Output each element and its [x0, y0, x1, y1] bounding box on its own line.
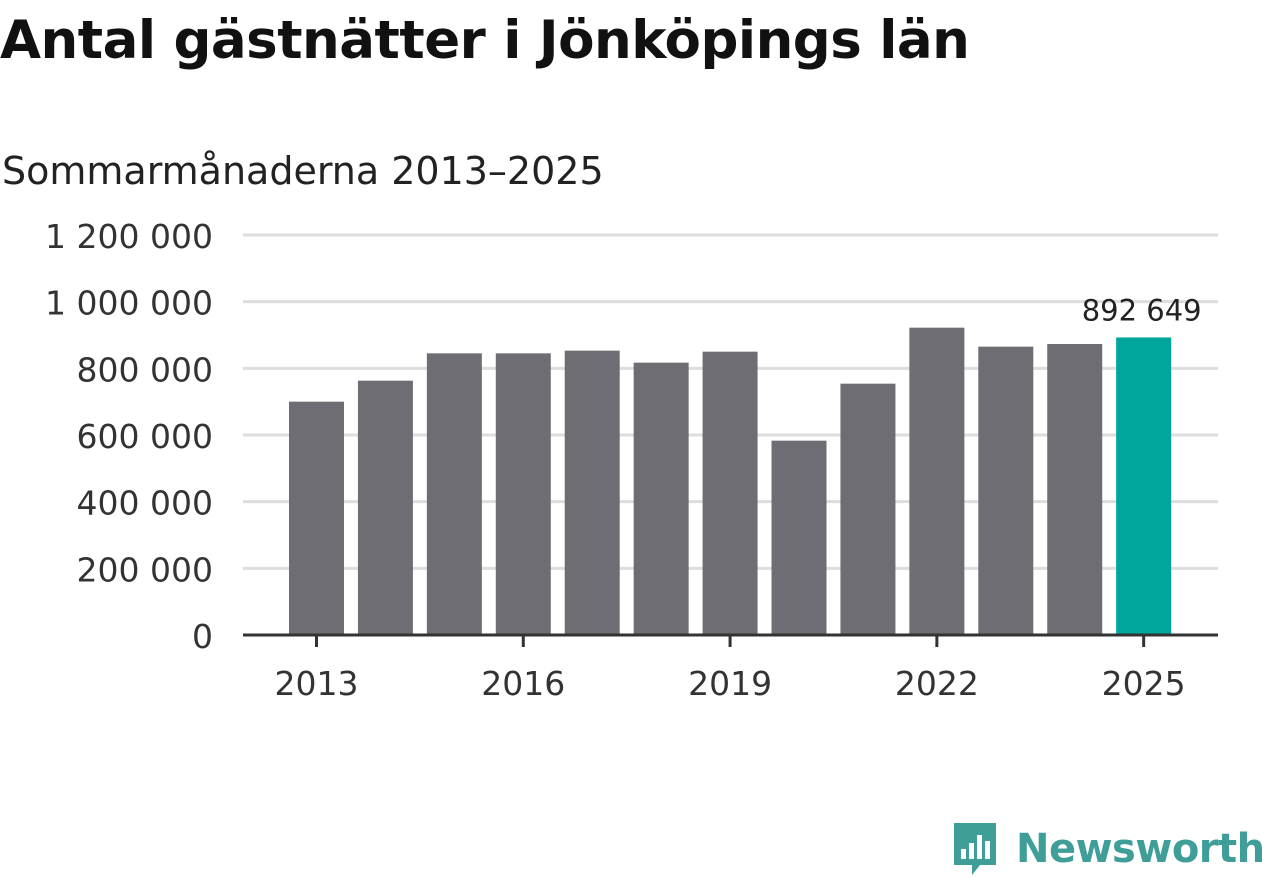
bar-2023: [978, 346, 1034, 635]
y-tick-label: 600 000: [77, 417, 213, 456]
data-label: 892 649: [1082, 293, 1202, 327]
x-tick-label: 2013: [275, 664, 359, 703]
y-tick-label: 800 000: [77, 350, 213, 389]
bar-2013: [289, 401, 344, 635]
labels: 0 200 000 400 000 600 000 800 000 1 000 000 1 …: [45, 217, 1202, 703]
bar-2019: [702, 351, 758, 635]
x-tick-label: 2019: [688, 664, 772, 703]
chart-subtitle: Sommarmånaderna 2013–2025: [2, 149, 604, 193]
x-axis: [243, 633, 1218, 647]
chart-title: Antal gästnätter i Jönköpings län: [0, 10, 970, 71]
y-tick-label: 1 000 000: [45, 284, 213, 323]
y-tick-label: 400 000: [77, 484, 213, 523]
bar-2021: [840, 383, 896, 635]
bar-2018: [633, 362, 689, 635]
bar-2024: [1047, 344, 1103, 635]
bar-2014: [357, 380, 413, 635]
bars: [289, 327, 1172, 635]
y-tick-label: 1 200 000: [45, 217, 213, 256]
bar-2015: [426, 353, 482, 635]
bar-2017: [564, 350, 620, 635]
x-tick-label: 2016: [481, 664, 565, 703]
bar-2022: [909, 327, 965, 635]
bar-2016: [495, 353, 551, 635]
x-tick-label: 2025: [1102, 664, 1186, 703]
newsworthy-brand: Newsworthy: [950, 818, 1262, 880]
y-tick-label: 0: [192, 617, 213, 656]
bar-2025: [1116, 337, 1172, 635]
y-tick-label: 200 000: [77, 550, 213, 589]
bar-2020: [771, 440, 827, 635]
brand-name: Newsworthy: [1016, 826, 1262, 872]
x-tick-label: 2022: [895, 664, 979, 703]
newsworthy-logo-icon: [954, 823, 996, 875]
